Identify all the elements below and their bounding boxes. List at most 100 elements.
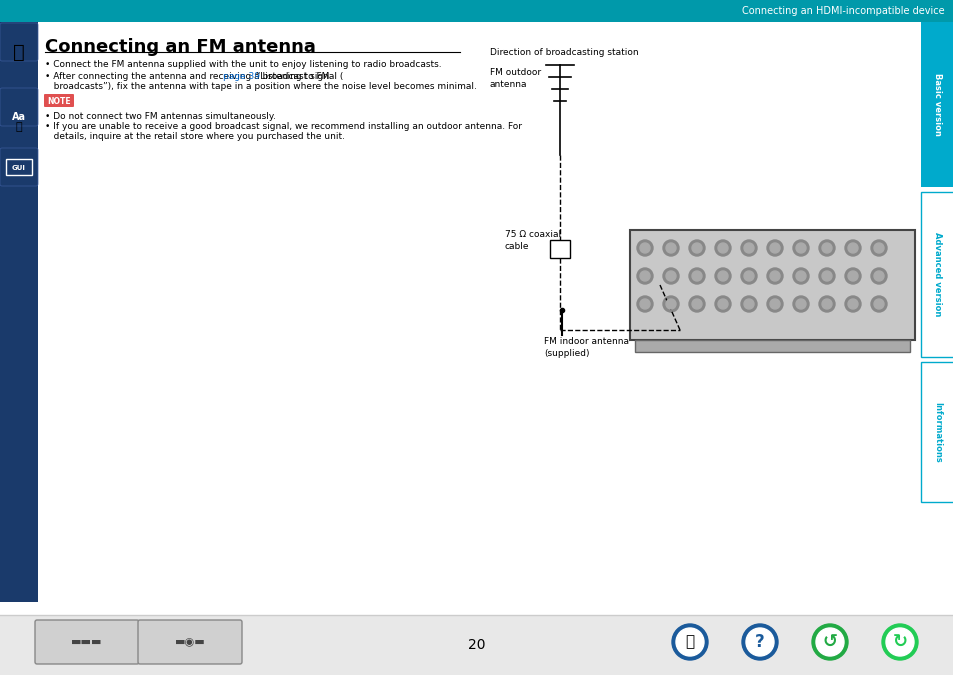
Text: Connecting an HDMI-incompatible device: Connecting an HDMI-incompatible device <box>741 6 944 16</box>
FancyBboxPatch shape <box>44 94 74 107</box>
Text: ?: ? <box>755 633 764 651</box>
Text: ▬▬▬: ▬▬▬ <box>71 637 103 647</box>
Text: Advanced version: Advanced version <box>932 232 941 316</box>
Circle shape <box>795 271 805 281</box>
Text: Basic version: Basic version <box>932 73 941 136</box>
Circle shape <box>792 240 808 256</box>
FancyBboxPatch shape <box>138 620 242 664</box>
Circle shape <box>873 299 883 309</box>
Text: NOTE: NOTE <box>47 97 71 105</box>
Circle shape <box>847 271 857 281</box>
Text: ↻: ↻ <box>891 633 906 651</box>
Text: FM indoor antenna
(supplied): FM indoor antenna (supplied) <box>543 337 628 358</box>
Circle shape <box>691 243 701 253</box>
Circle shape <box>766 296 782 312</box>
Circle shape <box>637 268 652 284</box>
Circle shape <box>795 243 805 253</box>
Circle shape <box>885 628 913 656</box>
Circle shape <box>847 299 857 309</box>
Text: Connecting an FM antenna: Connecting an FM antenna <box>45 38 315 56</box>
FancyBboxPatch shape <box>920 192 953 357</box>
Circle shape <box>811 624 847 660</box>
FancyBboxPatch shape <box>635 340 909 352</box>
Circle shape <box>769 271 780 281</box>
Circle shape <box>662 240 679 256</box>
Circle shape <box>639 299 649 309</box>
FancyBboxPatch shape <box>920 22 953 187</box>
Circle shape <box>639 271 649 281</box>
FancyBboxPatch shape <box>0 615 953 675</box>
FancyBboxPatch shape <box>629 230 914 340</box>
FancyBboxPatch shape <box>0 148 38 186</box>
Circle shape <box>743 243 753 253</box>
Circle shape <box>795 299 805 309</box>
Text: “Listening to FM: “Listening to FM <box>253 72 329 81</box>
Circle shape <box>792 268 808 284</box>
Circle shape <box>714 296 730 312</box>
Circle shape <box>691 271 701 281</box>
Circle shape <box>637 240 652 256</box>
Text: FM outdoor
antenna: FM outdoor antenna <box>490 68 540 89</box>
Text: Direction of broadcasting station: Direction of broadcasting station <box>490 48 638 57</box>
Circle shape <box>639 243 649 253</box>
Circle shape <box>821 271 831 281</box>
FancyBboxPatch shape <box>35 620 139 664</box>
Circle shape <box>818 268 834 284</box>
Circle shape <box>740 240 757 256</box>
Circle shape <box>671 624 707 660</box>
Circle shape <box>844 296 861 312</box>
Circle shape <box>844 268 861 284</box>
Text: ▬◉▬: ▬◉▬ <box>174 637 205 647</box>
Circle shape <box>769 299 780 309</box>
Circle shape <box>714 268 730 284</box>
FancyBboxPatch shape <box>0 0 953 22</box>
Circle shape <box>815 628 843 656</box>
Circle shape <box>676 628 703 656</box>
Text: page 39: page 39 <box>223 72 260 81</box>
Circle shape <box>743 299 753 309</box>
Text: • After connecting the antenna and receiving a broadcast signal (: • After connecting the antenna and recei… <box>45 72 343 81</box>
Circle shape <box>688 296 704 312</box>
Circle shape <box>662 268 679 284</box>
Circle shape <box>665 271 676 281</box>
Circle shape <box>718 271 727 281</box>
Circle shape <box>766 268 782 284</box>
Circle shape <box>870 240 886 256</box>
Circle shape <box>873 243 883 253</box>
Text: 🎭: 🎭 <box>15 122 22 132</box>
Text: • Connect the FM antenna supplied with the unit to enjoy listening to radio broa: • Connect the FM antenna supplied with t… <box>45 60 441 69</box>
Text: GUI: GUI <box>12 165 26 171</box>
Text: 20: 20 <box>468 638 485 652</box>
Text: • If you are unable to receive a good broadcast signal, we recommend installing : • If you are unable to receive a good br… <box>45 122 521 131</box>
Circle shape <box>818 296 834 312</box>
Text: Informations: Informations <box>932 402 941 462</box>
Circle shape <box>821 299 831 309</box>
Text: broadcasts”), fix the antenna with tape in a position where the noise level beco: broadcasts”), fix the antenna with tape … <box>45 82 476 91</box>
Text: 📖: 📖 <box>684 634 694 649</box>
FancyBboxPatch shape <box>0 88 38 126</box>
Circle shape <box>637 296 652 312</box>
Circle shape <box>665 243 676 253</box>
Text: 📖: 📖 <box>13 43 25 61</box>
Circle shape <box>792 296 808 312</box>
FancyBboxPatch shape <box>550 240 569 258</box>
Circle shape <box>718 243 727 253</box>
Circle shape <box>847 243 857 253</box>
Text: details, inquire at the retail store where you purchased the unit.: details, inquire at the retail store whe… <box>45 132 345 141</box>
Circle shape <box>870 268 886 284</box>
Circle shape <box>769 243 780 253</box>
Circle shape <box>766 240 782 256</box>
Circle shape <box>844 240 861 256</box>
Circle shape <box>870 296 886 312</box>
Text: ↺: ↺ <box>821 633 837 651</box>
Circle shape <box>882 624 917 660</box>
Circle shape <box>688 268 704 284</box>
Circle shape <box>718 299 727 309</box>
Circle shape <box>691 299 701 309</box>
Circle shape <box>818 240 834 256</box>
Circle shape <box>740 296 757 312</box>
FancyBboxPatch shape <box>0 23 38 61</box>
Circle shape <box>688 240 704 256</box>
Circle shape <box>714 240 730 256</box>
Circle shape <box>821 243 831 253</box>
